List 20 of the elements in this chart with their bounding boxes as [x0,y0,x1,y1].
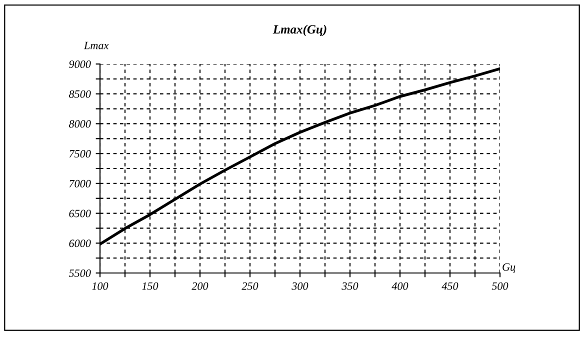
x-tick-label: 400 [392,282,408,290]
chart-title: Lmax(Gц) [272,24,326,36]
x-tick-label: 150 [142,282,158,290]
x-tick-label: 300 [292,282,308,290]
x-tick-label: 350 [342,282,358,290]
y-tick-label: 6500 [69,210,91,218]
x-tick-label: 100 [92,282,108,290]
x-tick-label: 450 [442,282,458,290]
x-tick-label: 250 [242,282,258,290]
x-axis-title: Gц [502,263,516,273]
x-tick-label: 500 [492,282,508,290]
y-tick-label: 8000 [68,120,91,128]
y-tick-label: 7500 [69,150,91,158]
y-tick-label: 7000 [69,180,91,188]
y-axis-title: Lmax [84,42,109,50]
y-tick-label: 5500 [68,269,91,277]
x-tick-label: 200 [192,282,208,290]
y-tick-label: 6000 [69,240,91,248]
y-tick-label: 9000 [69,60,91,68]
y-tick-label: 8500 [68,90,91,98]
